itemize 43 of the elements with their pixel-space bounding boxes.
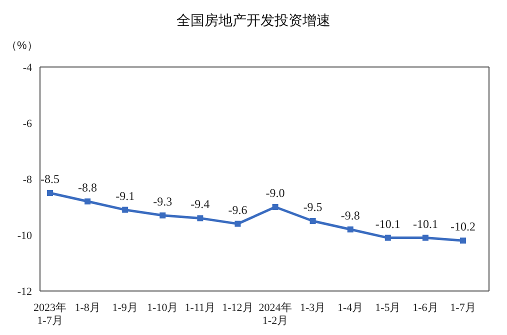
data-label: -9.6 (228, 202, 248, 217)
point (422, 234, 428, 241)
point (122, 206, 128, 213)
data-label: -9.0 (266, 186, 285, 200)
x-tick-label: 1-8月 (74, 302, 100, 314)
data-label: -8.5 (40, 172, 60, 186)
data-label: -9.4 (190, 197, 210, 212)
x-tick-label: 1-12月 (222, 302, 254, 314)
y-tick-label: -8 (22, 174, 32, 186)
x-tick-label: 1-6月 (412, 302, 438, 314)
point (384, 234, 391, 241)
x-tick-label: 1-3月 (300, 302, 326, 314)
y-tick-label: -12 (17, 286, 32, 298)
point (460, 238, 466, 244)
data-label: -9.8 (340, 208, 360, 222)
x-tick-label: 1-5月 (375, 302, 401, 314)
point (47, 190, 53, 196)
x-tick-label: 1-9月 (112, 302, 138, 314)
point (272, 204, 278, 210)
point (160, 212, 166, 218)
point (84, 198, 91, 204)
y-tick-label: -4 (22, 62, 32, 74)
chart-title: 全国房地产开发投资增速 (176, 12, 332, 30)
y-tick-label: -6 (22, 118, 32, 130)
point (347, 226, 354, 232)
point (234, 220, 241, 227)
x-tick-label: 2023年 1-7月 (34, 302, 66, 327)
y-axis-title: （%） (6, 39, 38, 53)
x-tick-label: 1-4月 (338, 302, 364, 314)
data-label: -8.8 (78, 180, 98, 194)
data-label: -9.5 (303, 200, 322, 214)
data-label: -9.3 (153, 194, 172, 208)
data-label: -10.2 (450, 220, 476, 234)
x-tick-label: 1-11月 (184, 302, 216, 314)
data-label: -9.1 (116, 188, 135, 203)
y-tick-label: -10 (17, 230, 32, 242)
x-tick-label: 2024年 1-2月 (258, 302, 292, 327)
data-label: -10.1 (375, 216, 400, 231)
x-tick-label: 1-10月 (147, 302, 178, 314)
x-tick-label: 1-7月 (450, 302, 476, 314)
point (310, 218, 316, 224)
data-label: -10.1 (412, 216, 438, 231)
point (197, 215, 204, 222)
